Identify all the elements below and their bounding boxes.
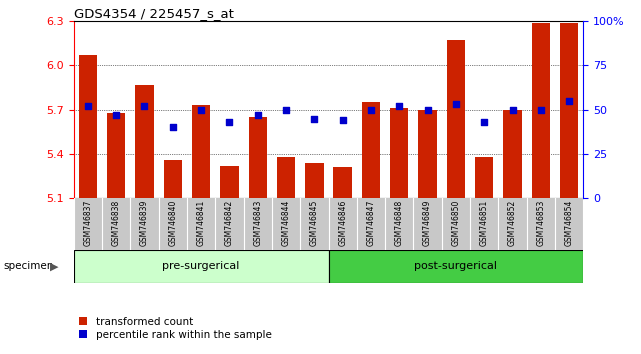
Point — [224, 119, 235, 125]
Bar — [305, 163, 324, 198]
Point — [83, 103, 93, 109]
Point — [366, 107, 376, 113]
Text: GSM746839: GSM746839 — [140, 200, 149, 246]
Bar — [249, 117, 267, 198]
Text: GSM746852: GSM746852 — [508, 200, 517, 246]
Point — [196, 107, 206, 113]
Bar — [192, 105, 210, 198]
Point — [508, 107, 518, 113]
Bar — [362, 102, 380, 198]
Bar — [333, 167, 352, 198]
Text: specimen: specimen — [3, 261, 54, 272]
Text: GSM746838: GSM746838 — [112, 200, 121, 246]
Bar — [419, 110, 437, 198]
Point — [422, 107, 433, 113]
Bar — [221, 166, 238, 198]
Point — [111, 112, 121, 118]
Bar — [447, 40, 465, 198]
Point — [338, 118, 348, 123]
Bar — [135, 85, 154, 198]
Point — [168, 125, 178, 130]
Point — [479, 119, 489, 125]
Point — [451, 102, 461, 107]
Point — [536, 107, 546, 113]
Text: GSM746843: GSM746843 — [253, 200, 262, 246]
Bar — [107, 113, 126, 198]
Bar — [531, 23, 550, 198]
Text: GSM746845: GSM746845 — [310, 200, 319, 246]
Point — [564, 98, 574, 104]
Legend: transformed count, percentile rank within the sample: transformed count, percentile rank withi… — [79, 317, 272, 340]
Text: GSM746842: GSM746842 — [225, 200, 234, 246]
Text: GSM746853: GSM746853 — [537, 200, 545, 246]
Text: GSM746841: GSM746841 — [197, 200, 206, 246]
Text: post-surgerical: post-surgerical — [415, 261, 497, 272]
Point — [309, 116, 319, 121]
Text: GDS4354 / 225457_s_at: GDS4354 / 225457_s_at — [74, 7, 233, 20]
Text: GSM746840: GSM746840 — [169, 200, 178, 246]
Bar — [475, 157, 494, 198]
FancyBboxPatch shape — [74, 250, 329, 283]
FancyBboxPatch shape — [329, 250, 583, 283]
Bar — [79, 55, 97, 198]
Text: GSM746844: GSM746844 — [281, 200, 290, 246]
Text: GSM746848: GSM746848 — [395, 200, 404, 246]
Point — [139, 103, 149, 109]
Bar — [390, 108, 408, 198]
Text: ▶: ▶ — [50, 261, 58, 272]
Text: GSM746854: GSM746854 — [565, 200, 574, 246]
Point — [394, 103, 404, 109]
Bar — [163, 160, 182, 198]
Bar — [277, 157, 296, 198]
Bar — [503, 110, 522, 198]
Text: GSM746837: GSM746837 — [83, 200, 92, 246]
Point — [253, 112, 263, 118]
Text: GSM746850: GSM746850 — [451, 200, 460, 246]
Text: GSM746851: GSM746851 — [479, 200, 488, 246]
Point — [281, 107, 291, 113]
Text: GSM746847: GSM746847 — [367, 200, 376, 246]
Text: pre-surgerical: pre-surgerical — [162, 261, 240, 272]
Text: GSM746846: GSM746846 — [338, 200, 347, 246]
Bar — [560, 23, 578, 198]
Text: GSM746849: GSM746849 — [423, 200, 432, 246]
